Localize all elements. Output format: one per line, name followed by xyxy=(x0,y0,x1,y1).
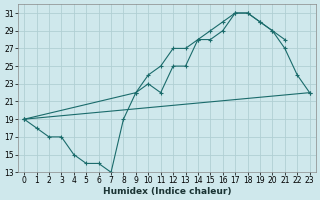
X-axis label: Humidex (Indice chaleur): Humidex (Indice chaleur) xyxy=(103,187,231,196)
